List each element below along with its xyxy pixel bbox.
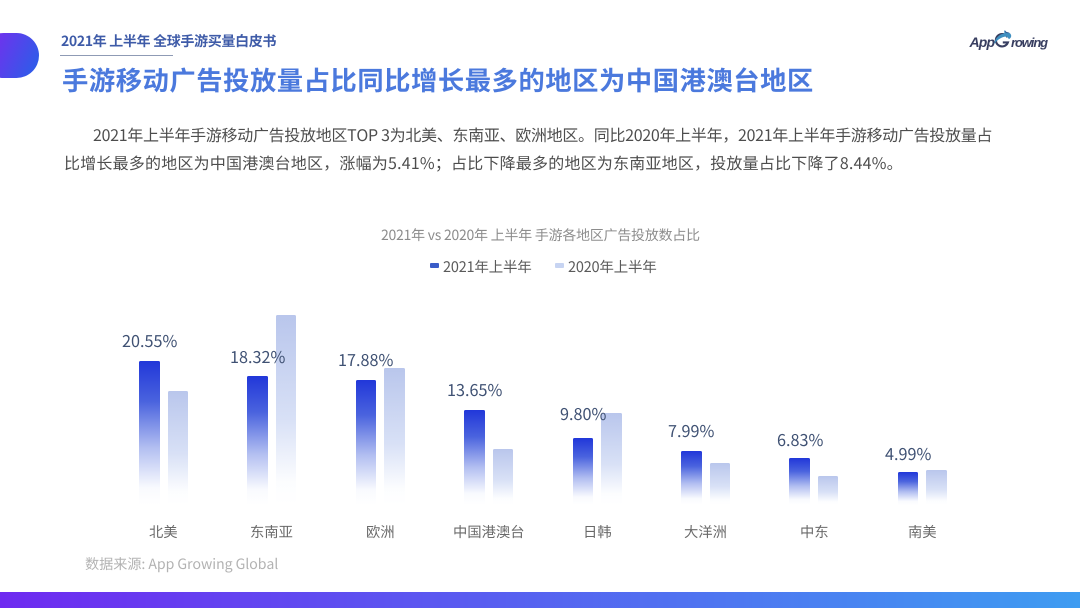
svg-text:App: App	[969, 34, 996, 50]
svg-text:rowing: rowing	[1011, 35, 1048, 50]
